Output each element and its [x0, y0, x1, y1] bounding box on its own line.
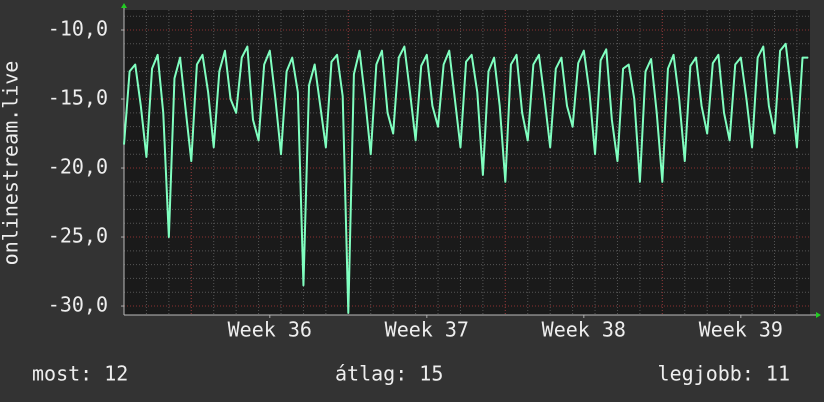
y-tick-label: -20,0	[48, 155, 108, 179]
y-tick-label: -10,0	[48, 17, 108, 41]
y-axis-label: onlinestream.live	[0, 61, 23, 266]
footer-stat: legjobb: 11	[658, 362, 790, 386]
axis-arrow	[816, 312, 821, 318]
axis-arrow	[121, 3, 127, 8]
y-tick-label: -15,0	[48, 86, 108, 110]
x-tick-label: Week 39	[699, 318, 783, 342]
data-line	[123, 42, 809, 314]
x-tick-label: Week 36	[228, 318, 312, 342]
y-tick-label: -25,0	[48, 224, 108, 248]
footer-stat: most: 12	[32, 362, 128, 386]
x-tick-label: Week 37	[385, 318, 469, 342]
y-tick-label: -30,0	[48, 293, 108, 317]
footer-stat: átlag: 15	[335, 362, 443, 386]
x-tick-label: Week 38	[542, 318, 626, 342]
